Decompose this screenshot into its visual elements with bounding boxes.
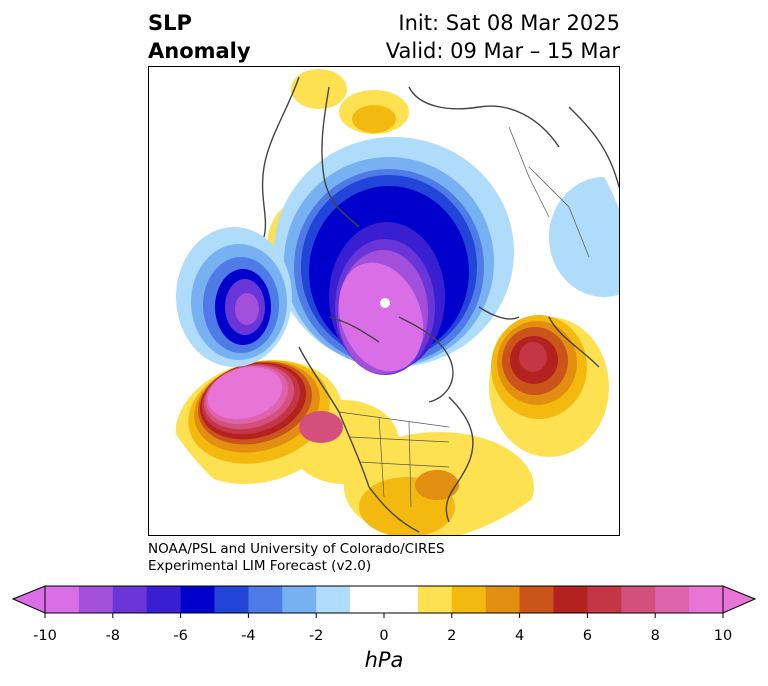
- negative-anomaly-pacific: [176, 227, 292, 367]
- colorbar-tick-label: 6: [582, 628, 592, 644]
- colorbar-cell: [689, 586, 724, 613]
- credit-line-1: NOAA/PSL and University of Colorado/CIRE…: [148, 541, 445, 557]
- colorbar-cell: [350, 586, 385, 613]
- colorbar-tick-label: 10: [713, 628, 733, 644]
- positive-anomaly-europe: [489, 315, 609, 457]
- colorbar-tick-label: -2: [308, 628, 324, 644]
- borders: [338, 126, 590, 508]
- colorbar-cells: [45, 586, 724, 613]
- init-date: Init: Sat 08 Mar 2025: [398, 11, 620, 35]
- colorbar-tick-label: -4: [241, 628, 256, 644]
- map-title: SLP Anomaly: [148, 9, 251, 65]
- forecast-dates: Init: Sat 08 Mar 2025 Valid: 09 Mar – 15…: [386, 9, 620, 65]
- colorbar: [11, 585, 757, 618]
- valid-range: Valid: 09 Mar – 15 Mar: [385, 39, 620, 63]
- colorbar-cell: [485, 586, 521, 613]
- positive-anomaly-pacific: [175, 360, 399, 484]
- colorbar-cell: [78, 586, 114, 613]
- colorbar-ticks: [44, 613, 724, 618]
- map-panel: [148, 66, 620, 536]
- title-variable: SLP: [148, 11, 192, 35]
- colorbar-tick-label: -6: [173, 628, 188, 644]
- colorbar-tick-label: -10: [33, 628, 57, 644]
- positive-anomaly-atlantic: [344, 432, 534, 535]
- colorbar-cell: [384, 586, 419, 613]
- colorbar-cell: [316, 586, 351, 613]
- colorbar-cell: [655, 586, 690, 613]
- colorbar-tick-label: 4: [514, 628, 525, 644]
- credit-text: NOAA/PSL and University of Colorado/CIRE…: [148, 541, 445, 575]
- colorbar-cell: [587, 586, 622, 613]
- colorbar-tick-label: 0: [379, 628, 389, 644]
- colorbar-cell: [248, 586, 283, 613]
- colorbar-over-triangle: [722, 585, 757, 614]
- credit-line-2: Experimental LIM Forecast (v2.0): [148, 558, 372, 574]
- colorbar-cell: [553, 586, 588, 613]
- colorbar-units: hPa: [364, 648, 404, 672]
- colorbar-cell: [417, 586, 453, 613]
- colorbar-tick-label: 2: [447, 628, 457, 644]
- colorbar-cell: [112, 586, 148, 613]
- colorbar-tick-label: -8: [105, 628, 121, 644]
- colorbar-cell: [282, 586, 317, 613]
- colorbar-tick-label: 8: [650, 628, 660, 644]
- colorbar-cell: [180, 586, 215, 613]
- colorbar-cell: [621, 586, 656, 613]
- colorbar-cell: [451, 586, 487, 613]
- colorbar-cell: [45, 586, 80, 613]
- colorbar-under-triangle: [11, 585, 46, 614]
- negative-anomaly-arctic: [274, 137, 619, 375]
- slp-anomaly-map: [175, 69, 619, 535]
- colorbar-cell: [214, 586, 249, 613]
- title-field: Anomaly: [148, 39, 251, 63]
- colorbar-cell: [146, 586, 182, 613]
- colorbar-cell: [519, 586, 554, 613]
